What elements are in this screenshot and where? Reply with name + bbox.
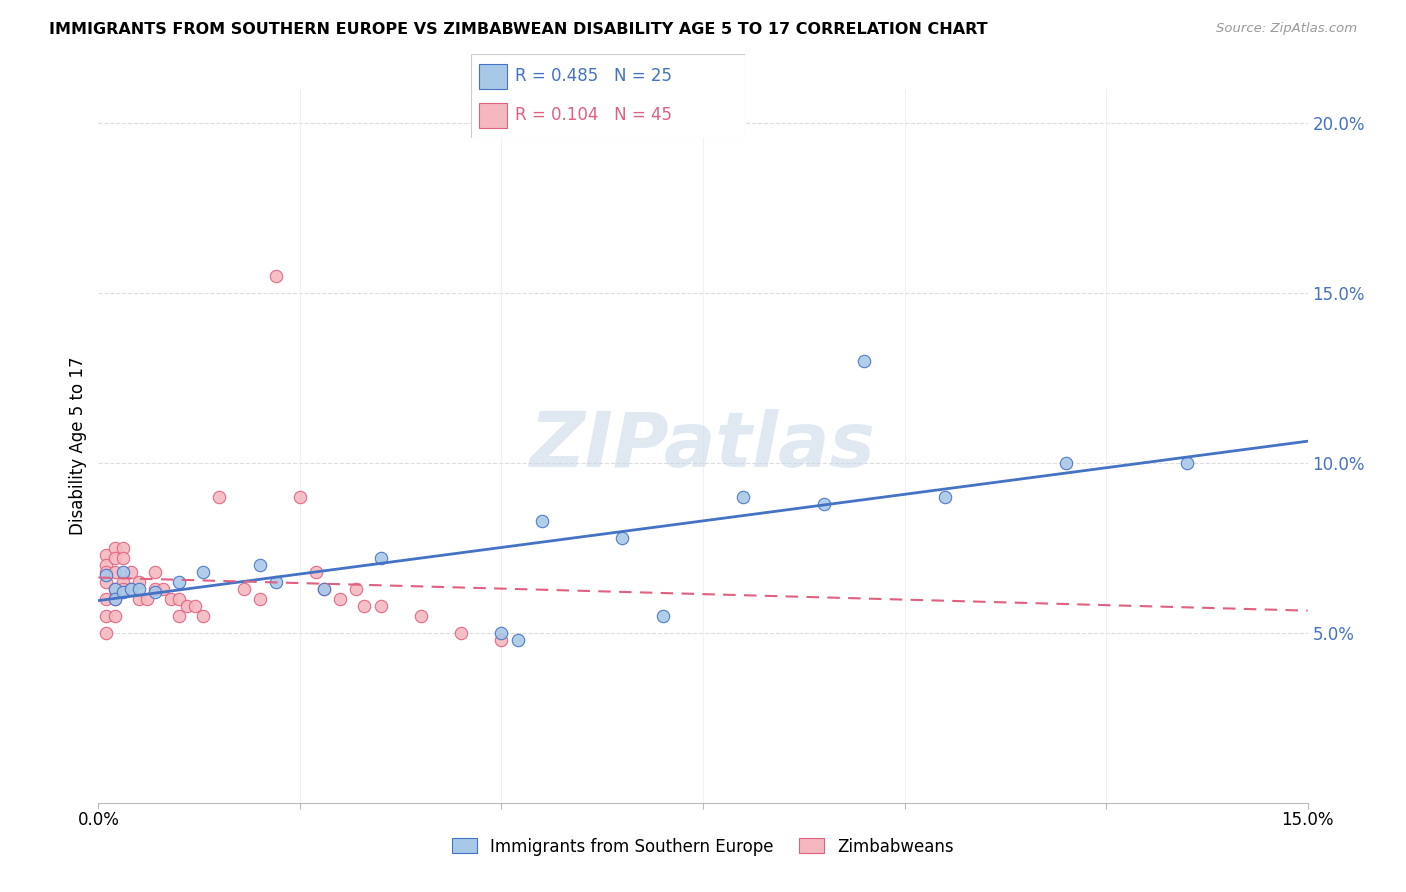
Point bbox=[344, 582, 367, 596]
Point bbox=[96, 568, 118, 582]
Point bbox=[1054, 456, 1077, 470]
Point bbox=[813, 497, 835, 511]
Point bbox=[103, 541, 125, 555]
Point bbox=[612, 531, 634, 545]
Point bbox=[264, 574, 287, 589]
Text: R = 0.485   N = 25: R = 0.485 N = 25 bbox=[515, 68, 672, 86]
Point bbox=[103, 582, 125, 596]
Point bbox=[530, 514, 553, 528]
Point bbox=[111, 585, 134, 599]
Point bbox=[143, 585, 166, 599]
Point bbox=[167, 574, 190, 589]
Point bbox=[103, 591, 125, 606]
Point bbox=[934, 490, 956, 504]
Point bbox=[167, 608, 190, 623]
Text: 15.0%: 15.0% bbox=[1281, 812, 1334, 830]
Point bbox=[370, 599, 392, 613]
Point bbox=[193, 608, 215, 623]
FancyBboxPatch shape bbox=[479, 63, 506, 89]
FancyBboxPatch shape bbox=[479, 103, 506, 128]
Legend: Immigrants from Southern Europe, Zimbabweans: Immigrants from Southern Europe, Zimbabw… bbox=[446, 831, 960, 863]
FancyBboxPatch shape bbox=[471, 54, 745, 138]
Point bbox=[249, 558, 271, 572]
Point bbox=[506, 632, 529, 647]
Text: IMMIGRANTS FROM SOUTHERN EUROPE VS ZIMBABWEAN DISABILITY AGE 5 TO 17 CORRELATION: IMMIGRANTS FROM SOUTHERN EUROPE VS ZIMBA… bbox=[49, 22, 988, 37]
Point bbox=[111, 574, 134, 589]
Point bbox=[96, 626, 118, 640]
Point bbox=[120, 565, 142, 579]
Point bbox=[353, 599, 375, 613]
Point bbox=[103, 565, 125, 579]
Point bbox=[1175, 456, 1198, 470]
Point bbox=[143, 565, 166, 579]
Point bbox=[305, 565, 328, 579]
Point bbox=[176, 599, 198, 613]
Point bbox=[96, 574, 118, 589]
Point bbox=[96, 565, 118, 579]
Point bbox=[288, 490, 311, 504]
Point bbox=[370, 551, 392, 566]
Point bbox=[111, 551, 134, 566]
Point bbox=[103, 591, 125, 606]
Point bbox=[111, 582, 134, 596]
Point bbox=[96, 558, 118, 572]
Point bbox=[135, 591, 157, 606]
Point bbox=[128, 591, 150, 606]
Point bbox=[329, 591, 352, 606]
Point bbox=[853, 354, 876, 368]
Point bbox=[103, 551, 125, 566]
Point bbox=[128, 582, 150, 596]
Text: Source: ZipAtlas.com: Source: ZipAtlas.com bbox=[1216, 22, 1357, 36]
Point bbox=[120, 582, 142, 596]
Point bbox=[96, 608, 118, 623]
Point bbox=[264, 269, 287, 284]
Point bbox=[314, 582, 336, 596]
Point bbox=[103, 608, 125, 623]
Point bbox=[111, 565, 134, 579]
Point bbox=[111, 541, 134, 555]
Point bbox=[152, 582, 174, 596]
Point bbox=[450, 626, 472, 640]
Point bbox=[651, 608, 673, 623]
Point bbox=[96, 591, 118, 606]
Y-axis label: Disability Age 5 to 17: Disability Age 5 to 17 bbox=[69, 357, 87, 535]
Point bbox=[167, 591, 190, 606]
Point bbox=[232, 582, 254, 596]
Text: R = 0.104   N = 45: R = 0.104 N = 45 bbox=[515, 106, 672, 124]
Text: 0.0%: 0.0% bbox=[77, 812, 120, 830]
Point bbox=[193, 565, 215, 579]
Point bbox=[128, 574, 150, 589]
Point bbox=[491, 626, 513, 640]
Point bbox=[96, 548, 118, 562]
Point bbox=[103, 582, 125, 596]
Point bbox=[314, 582, 336, 596]
Point bbox=[120, 582, 142, 596]
Point bbox=[143, 582, 166, 596]
Point bbox=[160, 591, 183, 606]
Point bbox=[409, 608, 432, 623]
Point bbox=[733, 490, 755, 504]
Point bbox=[249, 591, 271, 606]
Point bbox=[184, 599, 207, 613]
Text: ZIPatlas: ZIPatlas bbox=[530, 409, 876, 483]
Point bbox=[208, 490, 231, 504]
Point bbox=[491, 632, 513, 647]
